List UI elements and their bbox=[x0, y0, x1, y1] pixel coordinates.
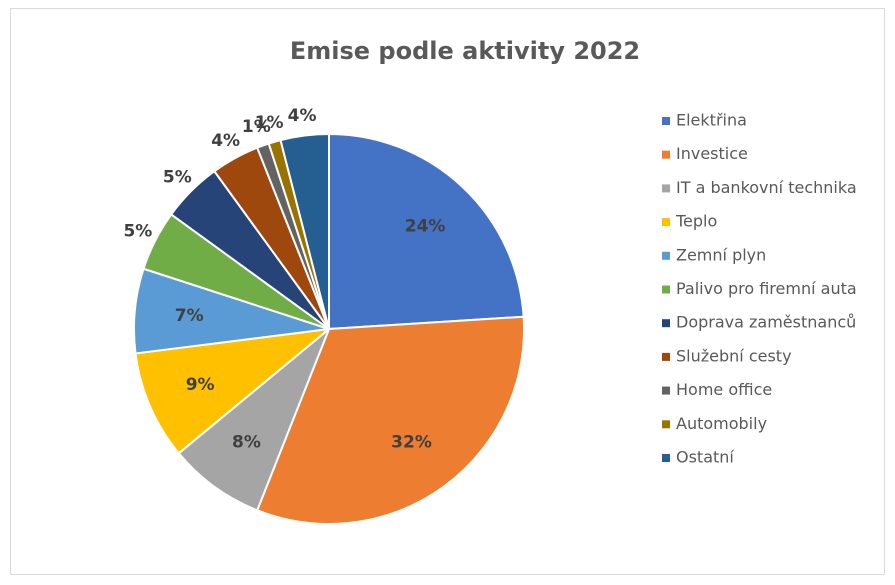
data-label: 7% bbox=[175, 306, 204, 326]
pie-slice bbox=[279, 132, 330, 330]
legend-label: Doprava zaměstnanců bbox=[676, 313, 856, 332]
legend-label: Automobily bbox=[676, 414, 767, 433]
legend-label: Zemní plyn bbox=[676, 245, 766, 264]
legend-label: Ostatní bbox=[676, 448, 734, 467]
legend-label: Investice bbox=[676, 144, 748, 163]
data-label: 4% bbox=[288, 106, 317, 126]
legend-label: Home office bbox=[676, 380, 772, 399]
pie-slice bbox=[177, 328, 330, 512]
pie-slice bbox=[134, 327, 333, 455]
legend-swatch bbox=[662, 218, 670, 227]
data-label: 5% bbox=[123, 222, 152, 242]
data-label: 1% bbox=[242, 117, 271, 137]
legend-label: Služební cesty bbox=[676, 346, 792, 365]
data-label: 8% bbox=[232, 433, 261, 453]
legend-swatch bbox=[662, 251, 670, 260]
data-label: 32% bbox=[391, 433, 432, 453]
legend-label: IT a bankovní technika bbox=[676, 178, 857, 197]
data-label: 9% bbox=[186, 375, 215, 395]
legend-swatch bbox=[662, 319, 670, 328]
pie-slice bbox=[255, 315, 525, 525]
legend-swatch bbox=[662, 117, 670, 125]
pie-slice bbox=[328, 132, 525, 331]
legend-label: Elektřina bbox=[676, 111, 747, 130]
legend-swatch bbox=[662, 454, 670, 462]
chart-title: Emise podle aktivity 2022 bbox=[290, 37, 640, 65]
data-label: 24% bbox=[405, 217, 446, 237]
data-label: 5% bbox=[163, 167, 192, 187]
data-label: 4% bbox=[211, 131, 240, 151]
legend-swatch bbox=[662, 420, 670, 429]
legend-swatch bbox=[662, 184, 670, 193]
legend-swatch bbox=[662, 150, 670, 159]
legend-swatch bbox=[662, 386, 670, 395]
legend-label: Palivo pro firemní auta bbox=[676, 279, 857, 298]
legend-swatch bbox=[662, 352, 670, 361]
data-label: 1% bbox=[255, 113, 284, 133]
legend-swatch bbox=[662, 285, 670, 294]
legend-label: Teplo bbox=[675, 212, 717, 231]
